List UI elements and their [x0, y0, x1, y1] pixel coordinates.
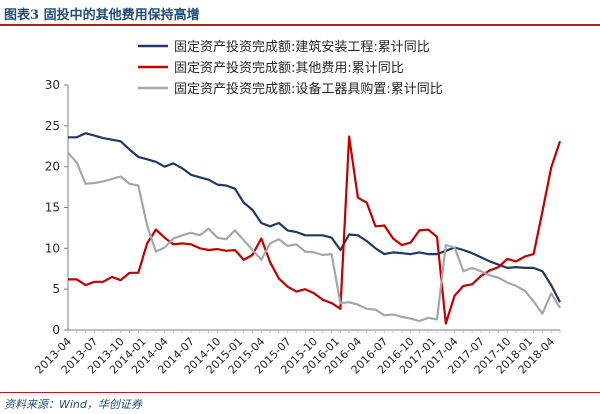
- y-tick-label: 30: [45, 78, 60, 92]
- y-tick-label: 10: [45, 241, 60, 255]
- y-tick-label: 25: [45, 119, 60, 133]
- source-divider: [0, 392, 600, 393]
- y-tick-label: 20: [45, 160, 60, 174]
- series-line-2: [68, 135, 562, 325]
- line-chart: 0510152025302013-042013-072013-102014-01…: [32, 39, 562, 377]
- legend-label-3: 固定资产投资完成额:设备工器具购置:累计同比: [174, 81, 443, 97]
- source-note: 资料来源：Wind，华创证券: [4, 398, 142, 411]
- axes: 0510152025302013-042013-072013-102014-01…: [32, 78, 561, 377]
- legend-label-2: 固定资产投资完成额:其他费用:累计同比: [174, 60, 404, 76]
- series-line-3: [67, 152, 561, 323]
- legend-label-1: 固定资产投资完成额:建筑安装工程:累计同比: [174, 39, 430, 55]
- series-lines: [67, 132, 562, 325]
- y-tick-label: 15: [45, 201, 60, 215]
- title-divider: [0, 24, 600, 26]
- legend: 固定资产投资完成额:建筑安装工程:累计同比固定资产投资完成额:其他费用:累计同比…: [138, 39, 443, 97]
- series-line-1: [68, 132, 561, 303]
- figure-title: 图表3 固投中的其他费用保持高增: [4, 8, 200, 23]
- y-tick-label: 5: [52, 282, 60, 296]
- y-tick-label: 0: [52, 323, 60, 337]
